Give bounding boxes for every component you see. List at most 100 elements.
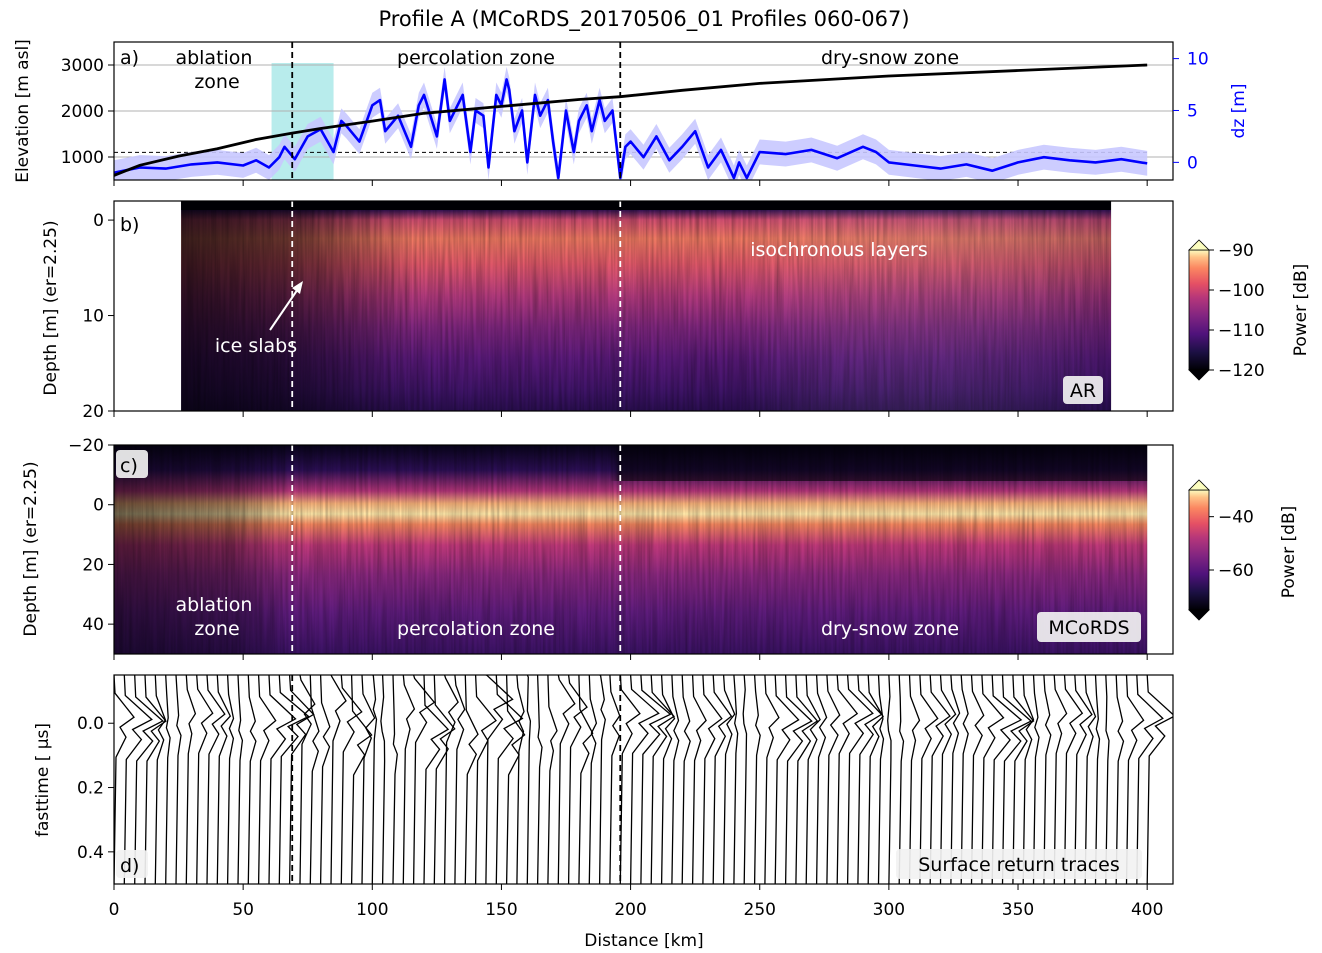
surface-return-trace	[1053, 675, 1068, 884]
surface-return-trace	[330, 675, 347, 884]
surface-return-trace	[857, 675, 883, 884]
panel-a-x-ticks	[113, 180, 1148, 186]
surface-return-trace	[671, 675, 680, 884]
panel-d-zone-boundaries	[291, 675, 622, 884]
surface-return-trace	[516, 675, 525, 884]
colorbar-c-extend-bottom	[1188, 609, 1210, 621]
surface-return-trace	[423, 675, 450, 884]
surface-return-trace	[981, 675, 1005, 884]
y-tick-label: 10	[82, 307, 104, 327]
surface-return-trace	[609, 675, 621, 884]
panel-b-zone-boundaries	[291, 201, 622, 411]
y-tick-label: −20	[68, 436, 104, 456]
surface-return-trace	[1032, 675, 1040, 884]
surface-return-trace	[681, 675, 691, 884]
panel-a-right-ticks: 0 5 10	[1173, 50, 1209, 173]
surface-return-trace	[134, 675, 164, 884]
x-tick-label: 0	[109, 900, 120, 920]
surface-return-trace	[206, 675, 226, 884]
surface-return-trace	[1115, 675, 1125, 884]
surface-return-trace	[629, 675, 660, 884]
surface-return-trace	[464, 675, 479, 884]
surface-return-trace	[567, 675, 588, 884]
zone-label-c-dry-snow: dry-snow zone	[821, 618, 959, 640]
colorbar-c	[1188, 489, 1210, 611]
surface-return-trace	[380, 675, 386, 884]
surface-return-trace	[1001, 675, 1033, 884]
panel-c-ylabel: Depth [m] (er=2.25)	[21, 461, 41, 636]
surface-return-trace	[443, 675, 459, 884]
surface-return-trace	[392, 675, 398, 884]
surface-return-trace	[1022, 675, 1035, 884]
panel-c-top-shading	[114, 445, 1148, 481]
colorbar-b-extend-bottom	[1188, 369, 1210, 381]
x-tick-label: 50	[232, 900, 254, 920]
surface-return-trace	[908, 675, 921, 884]
panel-b: b) isochronous layers ice slabs AR 0 10 20…	[41, 200, 1311, 422]
zone-label-c-percolation: percolation zone	[397, 618, 555, 640]
surface-return-trace	[299, 675, 316, 884]
surface-return-trace	[919, 675, 939, 884]
zone-label-percolation: percolation zone	[397, 47, 555, 69]
panel-c-letter: c)	[120, 455, 138, 477]
x-tick-label: 100	[356, 900, 388, 920]
panel-c-frame	[113, 444, 1174, 655]
surface-return-trace	[185, 675, 197, 884]
surface-return-traces	[114, 675, 1173, 884]
surface-return-trace	[867, 675, 884, 884]
surface-return-trace	[578, 675, 594, 884]
surface-return-trace	[175, 675, 182, 884]
dz-uncertainty-band	[114, 66, 1148, 180]
x-tick-label: 400	[1131, 900, 1163, 920]
panel-d: d) Surface return traces 0.0 0.2 0.4 fastt…	[33, 674, 1174, 920]
surface-return-trace	[547, 675, 558, 884]
panel-c: c) ablation zone percolation zone dry-sn…	[21, 436, 1299, 660]
annotation-isochronous-layers: isochronous layers	[750, 239, 928, 261]
y-tick-label: 20	[82, 555, 104, 575]
colorbar-b-label: Power [dB]	[1291, 264, 1311, 357]
surface-return-trace	[1012, 675, 1035, 884]
surface-return-trace	[288, 675, 315, 884]
surface-return-trace	[898, 675, 905, 884]
surface-return-trace	[826, 675, 841, 884]
surface-return-trace	[412, 675, 436, 884]
colorbar-b	[1188, 249, 1210, 371]
colorbar-c-ticks: −40 −60	[1209, 508, 1254, 581]
panel-b-letter: b)	[120, 214, 139, 236]
x-tick-label: 150	[485, 900, 517, 920]
elevation-series-line	[114, 63, 1148, 177]
surface-return-trace	[887, 675, 892, 884]
dz-series-line	[114, 78, 1148, 180]
panel-b-surface-band	[181, 201, 1112, 210]
surface-return-trace	[805, 675, 821, 884]
figure-xlabel: Distance [km]	[584, 931, 703, 951]
colorbar-tick-label: −60	[1218, 561, 1254, 581]
panel-a-left-ticks: 1000 2000 3000	[61, 56, 114, 168]
panel-c-letter-box	[116, 450, 148, 478]
y-tick-label: 1000	[61, 148, 104, 168]
colorbar-c-label: Power [dB]	[1279, 506, 1299, 599]
surface-return-trace	[836, 675, 859, 884]
surface-return-trace	[216, 675, 232, 884]
surface-return-trace	[960, 675, 969, 884]
surface-return-trace	[536, 675, 543, 884]
annotation-ice-slabs: ice slabs	[215, 335, 297, 357]
y-tick-label: 0.2	[77, 779, 104, 799]
surface-return-trace	[319, 675, 331, 884]
x-tick-label: 250	[744, 900, 776, 920]
surface-return-trace	[1094, 675, 1101, 884]
colorbar-tick-label: −120	[1218, 361, 1265, 381]
badge-surface-box	[896, 849, 1142, 879]
surface-return-trace	[970, 675, 985, 884]
surface-return-trace	[268, 675, 297, 884]
surface-return-trace	[1043, 675, 1052, 884]
colorbar-tick-label: −110	[1218, 321, 1265, 341]
panel-d-letter-box	[116, 850, 148, 878]
badge-mcords-box	[1037, 612, 1141, 642]
surface-return-trace	[114, 675, 135, 884]
surface-return-trace	[950, 675, 961, 884]
surface-return-trace	[784, 675, 813, 884]
surface-return-trace	[1125, 675, 1145, 884]
surface-return-trace	[340, 675, 363, 884]
